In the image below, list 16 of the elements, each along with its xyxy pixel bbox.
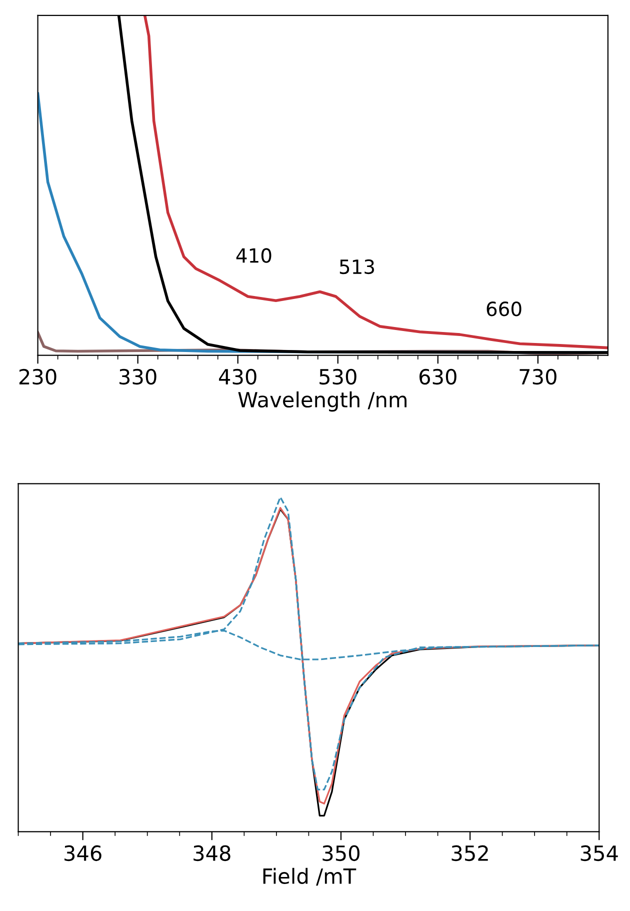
- x-tick-label: 354: [580, 845, 618, 862]
- x-tick-label: 346: [64, 845, 102, 862]
- annotation: 660: [486, 302, 522, 316]
- x-tick-label: 630: [419, 368, 456, 385]
- x-tick-label: 350: [322, 845, 360, 862]
- x-axis-title: Wavelength /nm: [238, 391, 406, 412]
- x-tick-label: 430: [218, 368, 256, 385]
- x-tick-label: 330: [120, 368, 156, 385]
- x-tick-label: 230: [19, 368, 56, 385]
- x-tick-label: 348: [194, 845, 230, 862]
- x-tick-label: 730: [520, 368, 556, 385]
- annotation: 513: [340, 259, 374, 274]
- annotation: 410: [236, 248, 272, 263]
- x-axis-title: Field /mT: [263, 868, 356, 886]
- x-tick-label: 530: [320, 368, 356, 385]
- x-tick-label: 352: [452, 845, 488, 862]
